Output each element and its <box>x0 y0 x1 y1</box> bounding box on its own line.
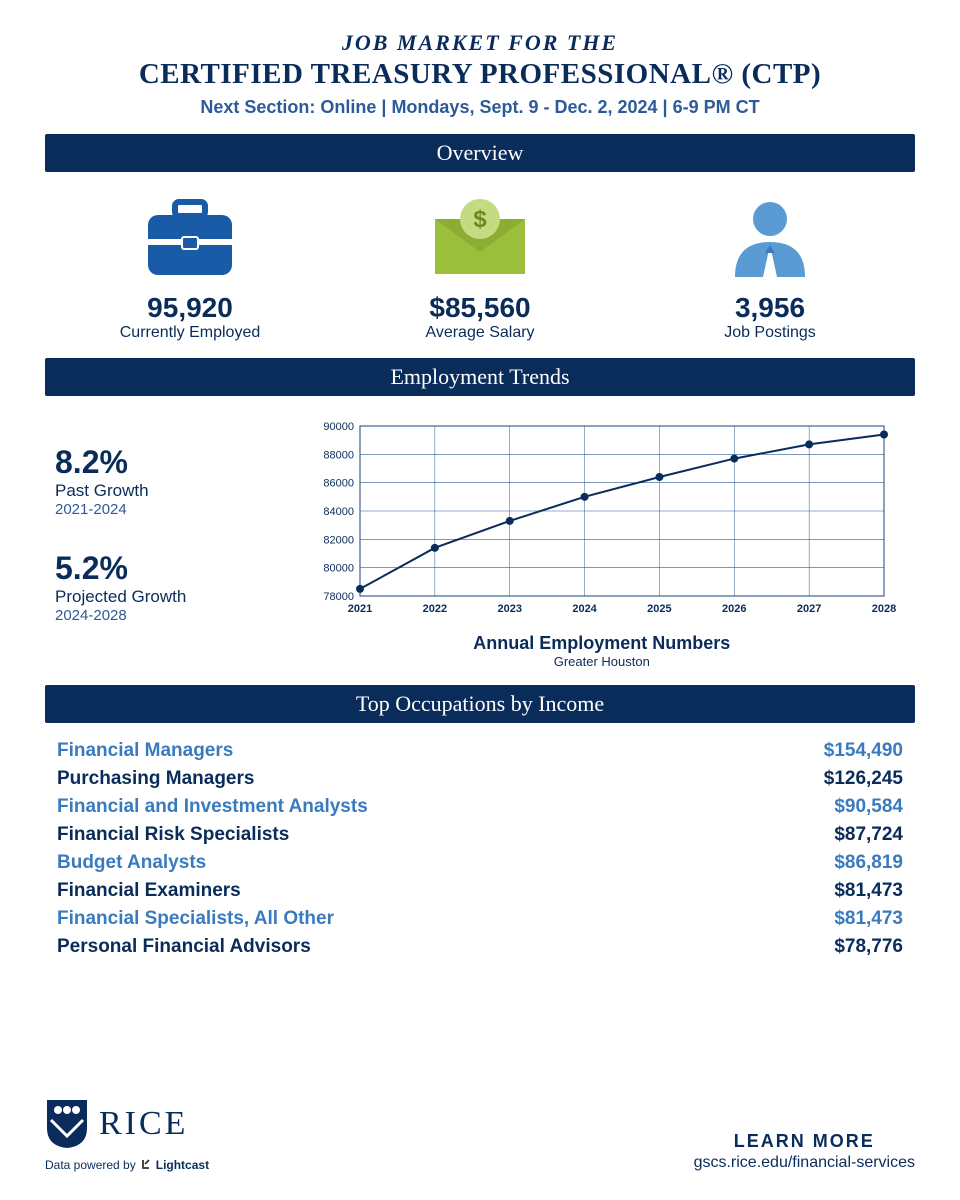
svg-text:78000: 78000 <box>323 591 354 603</box>
footer-right: LEARN MORE gscs.rice.edu/financial-servi… <box>694 1131 915 1172</box>
svg-text:80000: 80000 <box>323 563 354 575</box>
occupation-row: Personal Financial Advisors $78,776 <box>57 933 903 961</box>
learn-more-url: gscs.rice.edu/financial-services <box>694 1154 915 1172</box>
footer-left: RICE Data powered by Lightcast <box>45 1098 209 1172</box>
svg-text:2024: 2024 <box>572 603 597 615</box>
occupations-list: Financial Managers $154,490 Purchasing Man… <box>45 737 915 961</box>
footer: RICE Data powered by Lightcast LEARN MOR… <box>45 1098 915 1172</box>
header-title: CERTIFIED TREASURY PROFESSIONAL® (CTP) <box>45 58 915 91</box>
occupation-income: $86,819 <box>834 852 903 874</box>
employment-line-chart: 78000 80000 82000 84000 86000 88000 90000 2021 2… <box>302 414 902 624</box>
projected-growth-period: 2024-2028 <box>55 607 289 624</box>
employed-value: 95,920 <box>46 292 333 324</box>
occupation-title: Financial and Investment Analysts <box>57 796 368 818</box>
data-powered-by: Data powered by Lightcast <box>45 1158 209 1172</box>
svg-text:84000: 84000 <box>323 506 354 518</box>
section-banner-overview: Overview <box>45 134 915 172</box>
occupation-row: Financial and Investment Analysts $90,584 <box>57 793 903 821</box>
occupation-income: $87,724 <box>834 824 903 846</box>
occupation-title: Financial Risk Specialists <box>57 824 289 846</box>
past-growth-block: 8.2% Past Growth 2021-2024 <box>55 444 289 518</box>
powered-label: Data powered by <box>45 1158 136 1172</box>
past-growth-value: 8.2% <box>55 444 289 481</box>
header: JOB MARKET FOR THE CERTIFIED TREASURY PR… <box>45 30 915 118</box>
svg-text:2022: 2022 <box>422 603 446 615</box>
overview-row: 95,920 Currently Employed $ $85,560 Aver… <box>45 194 915 342</box>
overview-postings: 3,956 Job Postings <box>626 194 913 342</box>
powered-brand: Lightcast <box>156 1158 209 1172</box>
envelope-money-icon: $ <box>336 194 623 284</box>
rice-logo: RICE <box>45 1098 209 1150</box>
svg-text:86000: 86000 <box>323 478 354 490</box>
projected-growth-value: 5.2% <box>55 550 289 587</box>
svg-text:2021: 2021 <box>348 603 372 615</box>
svg-text:2027: 2027 <box>797 603 821 615</box>
projected-growth-label: Projected Growth <box>55 587 289 607</box>
occupation-income: $126,245 <box>824 768 903 790</box>
svg-text:$: $ <box>473 206 487 233</box>
trends-chart-wrap: 78000 80000 82000 84000 86000 88000 90000 2021 2… <box>289 414 915 669</box>
occupation-title: Financial Examiners <box>57 880 241 902</box>
shield-icon <box>45 1098 89 1150</box>
occupation-title: Financial Managers <box>57 740 233 762</box>
occupation-row: Financial Examiners $81,473 <box>57 877 903 905</box>
occupation-row: Financial Risk Specialists $87,724 <box>57 821 903 849</box>
person-icon <box>626 194 913 284</box>
briefcase-icon <box>46 194 333 284</box>
chart-caption: Annual Employment Numbers <box>289 633 915 654</box>
occupation-row: Financial Managers $154,490 <box>57 737 903 765</box>
svg-text:82000: 82000 <box>323 534 354 546</box>
occupation-title: Purchasing Managers <box>57 768 254 790</box>
past-growth-period: 2021-2024 <box>55 501 289 518</box>
svg-text:2025: 2025 <box>647 603 671 615</box>
header-schedule: Next Section: Online | Mondays, Sept. 9 … <box>45 97 915 118</box>
projected-growth-block: 5.2% Projected Growth 2024-2028 <box>55 550 289 624</box>
occupation-income: $81,473 <box>834 880 903 902</box>
header-subtitle: JOB MARKET FOR THE <box>45 30 915 56</box>
employed-label: Currently Employed <box>46 324 333 342</box>
occupation-title: Financial Specialists, All Other <box>57 908 334 930</box>
trends-row: 8.2% Past Growth 2021-2024 5.2% Projecte… <box>45 414 915 669</box>
trends-stats: 8.2% Past Growth 2021-2024 5.2% Projecte… <box>45 414 289 669</box>
occupation-row: Budget Analysts $86,819 <box>57 849 903 877</box>
lightcast-icon <box>140 1159 152 1171</box>
svg-text:2028: 2028 <box>872 603 896 615</box>
postings-value: 3,956 <box>626 292 913 324</box>
salary-value: $85,560 <box>336 292 623 324</box>
brand-text: RICE <box>99 1105 188 1143</box>
learn-more-label: LEARN MORE <box>694 1131 915 1152</box>
svg-text:90000: 90000 <box>323 421 354 433</box>
chart-subcaption: Greater Houston <box>289 654 915 669</box>
svg-text:88000: 88000 <box>323 449 354 461</box>
past-growth-label: Past Growth <box>55 481 289 501</box>
occupation-title: Personal Financial Advisors <box>57 936 311 958</box>
occupation-income: $78,776 <box>834 936 903 958</box>
overview-employed: 95,920 Currently Employed <box>46 194 333 342</box>
occupation-row: Financial Specialists, All Other $81,473 <box>57 905 903 933</box>
occupation-income: $90,584 <box>834 796 903 818</box>
occupation-row: Purchasing Managers $126,245 <box>57 765 903 793</box>
occupation-income: $81,473 <box>834 908 903 930</box>
section-banner-trends: Employment Trends <box>45 358 915 396</box>
overview-salary: $ $85,560 Average Salary <box>336 194 623 342</box>
svg-text:2023: 2023 <box>497 603 521 615</box>
salary-label: Average Salary <box>336 324 623 342</box>
occupation-title: Budget Analysts <box>57 852 206 874</box>
postings-label: Job Postings <box>626 324 913 342</box>
svg-text:2026: 2026 <box>722 603 746 615</box>
section-banner-occupations: Top Occupations by Income <box>45 685 915 723</box>
occupation-income: $154,490 <box>824 740 903 762</box>
